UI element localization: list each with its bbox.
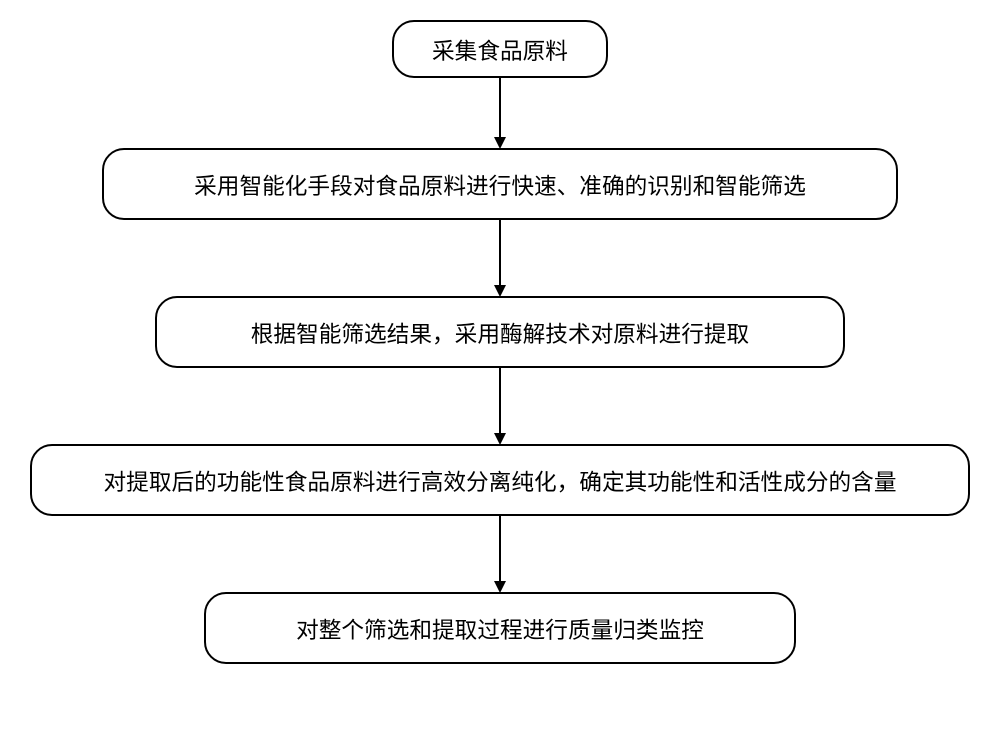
flowchart-node-label: 对整个筛选和提取过程进行质量归类监控 bbox=[296, 612, 704, 645]
flowchart-node-n4: 对提取后的功能性食品原料进行高效分离纯化，确定其功能性和活性成分的含量 bbox=[30, 444, 970, 516]
flowchart-node-n2: 采用智能化手段对食品原料进行快速、准确的识别和智能筛选 bbox=[102, 148, 898, 220]
flowchart-canvas: 采集食品原料采用智能化手段对食品原料进行快速、准确的识别和智能筛选根据智能筛选结… bbox=[0, 0, 1000, 729]
flowchart-node-n1: 采集食品原料 bbox=[392, 20, 608, 78]
flowchart-node-label: 采集食品原料 bbox=[432, 33, 568, 66]
flowchart-node-label: 采用智能化手段对食品原料进行快速、准确的识别和智能筛选 bbox=[194, 168, 806, 201]
flowchart-node-n5: 对整个筛选和提取过程进行质量归类监控 bbox=[204, 592, 796, 664]
flowchart-node-label: 根据智能筛选结果，采用酶解技术对原料进行提取 bbox=[251, 316, 749, 349]
flowchart-node-label: 对提取后的功能性食品原料进行高效分离纯化，确定其功能性和活性成分的含量 bbox=[104, 464, 897, 497]
flowchart-node-n3: 根据智能筛选结果，采用酶解技术对原料进行提取 bbox=[155, 296, 845, 368]
